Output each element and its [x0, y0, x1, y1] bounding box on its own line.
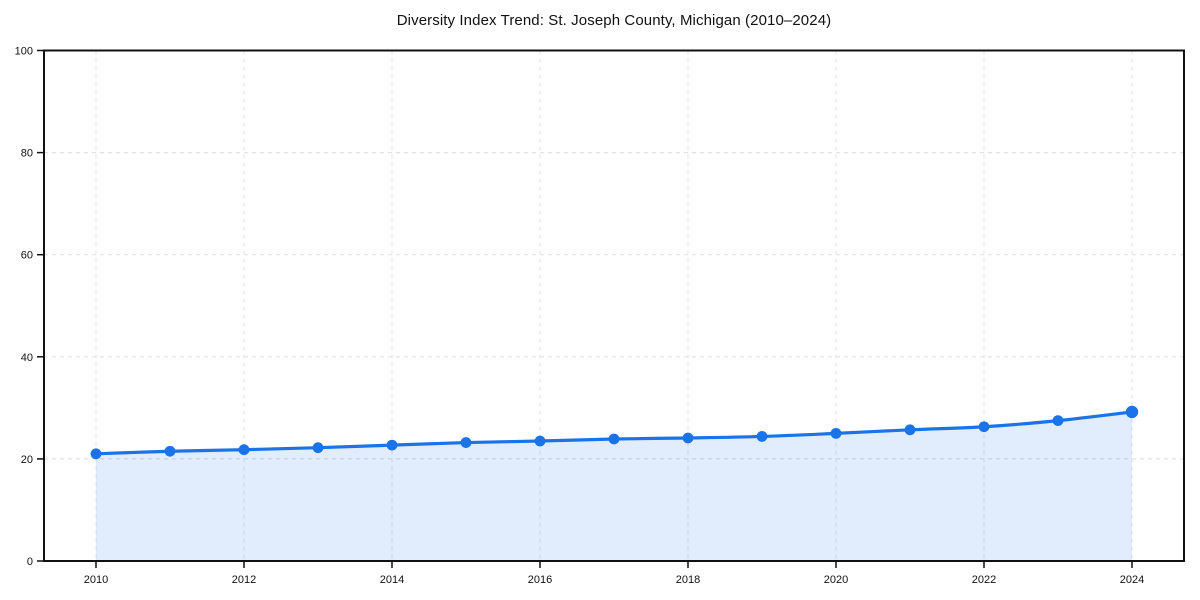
y-axis-tick-label: 60 [21, 250, 33, 262]
x-axis-tick-label: 2014 [380, 574, 404, 586]
y-axis-tick-label: 100 [15, 46, 33, 58]
x-axis-tick-label: 2012 [232, 574, 256, 586]
data-point-2010[interactable] [90, 448, 102, 460]
data-point-2022[interactable] [978, 421, 990, 433]
y-axis-tick-label: 40 [21, 352, 33, 364]
data-point-2021[interactable] [904, 424, 916, 436]
data-point-2016[interactable] [534, 435, 546, 447]
data-point-2015[interactable] [460, 437, 472, 448]
x-axis-tick-label: 2010 [84, 574, 108, 586]
series-area [96, 411, 1132, 561]
data-point-2019[interactable] [756, 431, 768, 442]
x-axis-tick-label: 2016 [528, 574, 552, 586]
data-point-2024[interactable] [1125, 405, 1139, 419]
y-axis-tick-label: 80 [21, 148, 33, 160]
data-point-2023[interactable] [1052, 415, 1064, 427]
data-point-2012[interactable] [238, 444, 250, 456]
x-axis-tick-label: 2022 [972, 574, 996, 586]
data-point-2020[interactable] [830, 427, 842, 439]
x-axis-tick-label: 2024 [1120, 574, 1144, 586]
x-axis-tick-label: 2020 [824, 574, 848, 586]
chart-title: Diversity Index Trend: St. Joseph County… [396, 12, 832, 29]
y-axis-tick-label: 20 [21, 454, 33, 466]
plot-border [43, 49, 1185, 562]
data-point-2011[interactable] [164, 445, 176, 457]
data-point-2017[interactable] [608, 433, 620, 445]
y-axis-tick-label: 0 [27, 556, 33, 568]
x-axis-tick-label: 2018 [676, 574, 700, 586]
data-point-2014[interactable] [386, 439, 398, 451]
data-point-2018[interactable] [682, 432, 694, 444]
data-point-2013[interactable] [312, 442, 324, 454]
